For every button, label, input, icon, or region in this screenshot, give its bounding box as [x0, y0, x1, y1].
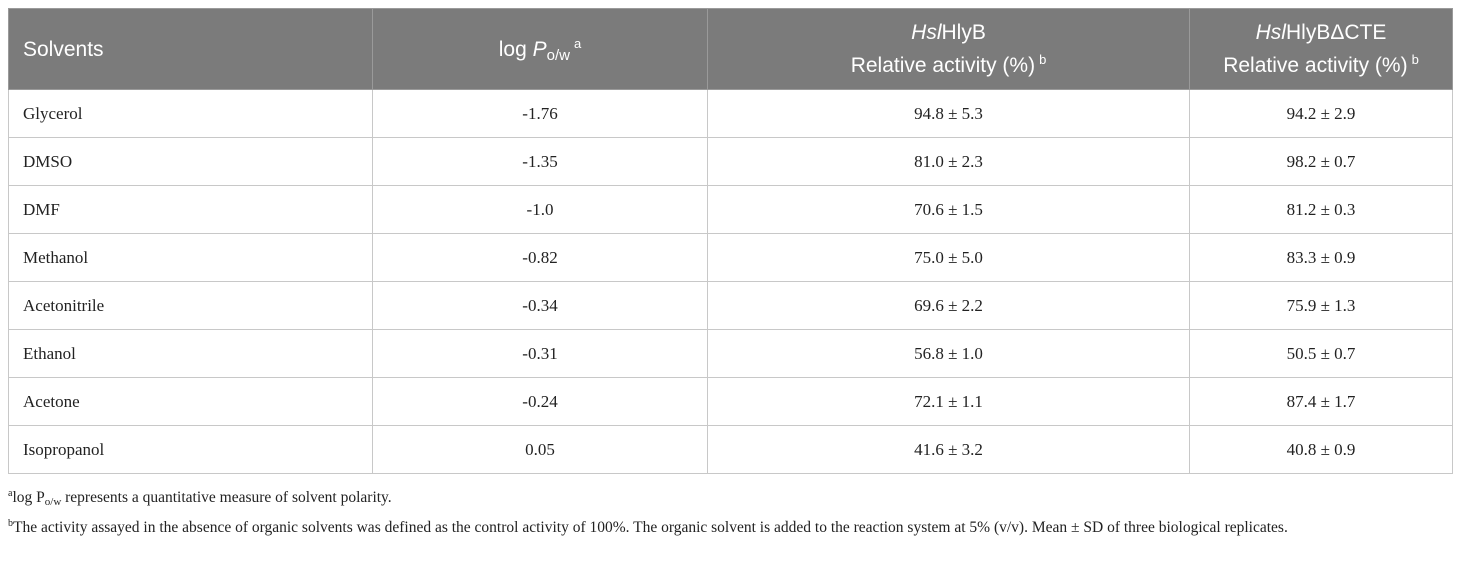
cell-solvent: DMSO [8, 137, 373, 186]
cell-hslhlyb-dcte: 83.3 ± 0.9 [1189, 233, 1453, 282]
header-row: Solvents log Po/wa HslHlyB Relative acti… [8, 8, 1453, 90]
header-hslhlyb-dcte: HslHlyBΔCTE Relative activity (%) b [1189, 8, 1453, 90]
cell-hslhlyb: 75.0 ± 5.0 [707, 233, 1190, 282]
table-row: Isopropanol 0.05 41.6 ± 3.2 40.8 ± 0.9 [8, 425, 1453, 474]
cell-solvent: Isopropanol [8, 425, 373, 474]
table-row: Methanol -0.82 75.0 ± 5.0 83.3 ± 0.9 [8, 233, 1453, 282]
table-row: DMF -1.0 70.6 ± 1.5 81.2 ± 0.3 [8, 185, 1453, 234]
header-log-p: log Po/wa [372, 8, 708, 90]
cell-hslhlyb-dcte: 75.9 ± 1.3 [1189, 281, 1453, 330]
cell-log-p: -0.34 [372, 281, 708, 330]
cell-log-p: -0.82 [372, 233, 708, 282]
table-row: Acetone -0.24 72.1 ± 1.1 87.4 ± 1.7 [8, 377, 1453, 426]
table-row: DMSO -1.35 81.0 ± 2.3 98.2 ± 0.7 [8, 137, 1453, 186]
footnote-b: bThe activity assayed in the absence of … [8, 518, 1288, 536]
cell-hslhlyb: 81.0 ± 2.3 [707, 137, 1190, 186]
cell-log-p: -1.76 [372, 89, 708, 138]
cell-log-p: -1.35 [372, 137, 708, 186]
cell-solvent: Acetonitrile [8, 281, 373, 330]
cell-log-p: 0.05 [372, 425, 708, 474]
table-footnotes: alog Po/w represents a quantitative meas… [8, 484, 1452, 537]
cell-hslhlyb-dcte: 87.4 ± 1.7 [1189, 377, 1453, 426]
footnote-a: alog Po/w represents a quantitative meas… [8, 488, 392, 508]
cell-solvent: DMF [8, 185, 373, 234]
solvent-activity-table: Solvents log Po/wa HslHlyB Relative acti… [8, 8, 1453, 474]
cell-hslhlyb: 94.8 ± 5.3 [707, 89, 1190, 138]
cell-hslhlyb: 72.1 ± 1.1 [707, 377, 1190, 426]
table-row: Ethanol -0.31 56.8 ± 1.0 50.5 ± 0.7 [8, 329, 1453, 378]
cell-log-p: -0.31 [372, 329, 708, 378]
cell-hslhlyb-dcte: 98.2 ± 0.7 [1189, 137, 1453, 186]
cell-solvent: Ethanol [8, 329, 373, 378]
cell-log-p: -0.24 [372, 377, 708, 426]
cell-hslhlyb-dcte: 81.2 ± 0.3 [1189, 185, 1453, 234]
table-row: Acetonitrile -0.34 69.6 ± 2.2 75.9 ± 1.3 [8, 281, 1453, 330]
cell-hslhlyb-dcte: 40.8 ± 0.9 [1189, 425, 1453, 474]
cell-hslhlyb-dcte: 50.5 ± 0.7 [1189, 329, 1453, 378]
cell-solvent: Methanol [8, 233, 373, 282]
header-solvents: Solvents [8, 8, 373, 90]
cell-hslhlyb: 69.6 ± 2.2 [707, 281, 1190, 330]
cell-hslhlyb: 56.8 ± 1.0 [707, 329, 1190, 378]
cell-log-p: -1.0 [372, 185, 708, 234]
table-row: Glycerol -1.76 94.8 ± 5.3 94.2 ± 2.9 [8, 89, 1453, 138]
cell-solvent: Glycerol [8, 89, 373, 138]
table-container: Solvents log Po/wa HslHlyB Relative acti… [8, 8, 1453, 539]
cell-solvent: Acetone [8, 377, 373, 426]
header-hslhlyb: HslHlyB Relative activity (%) b [707, 8, 1190, 90]
cell-hslhlyb-dcte: 94.2 ± 2.9 [1189, 89, 1453, 138]
cell-hslhlyb: 70.6 ± 1.5 [707, 185, 1190, 234]
cell-hslhlyb: 41.6 ± 3.2 [707, 425, 1190, 474]
